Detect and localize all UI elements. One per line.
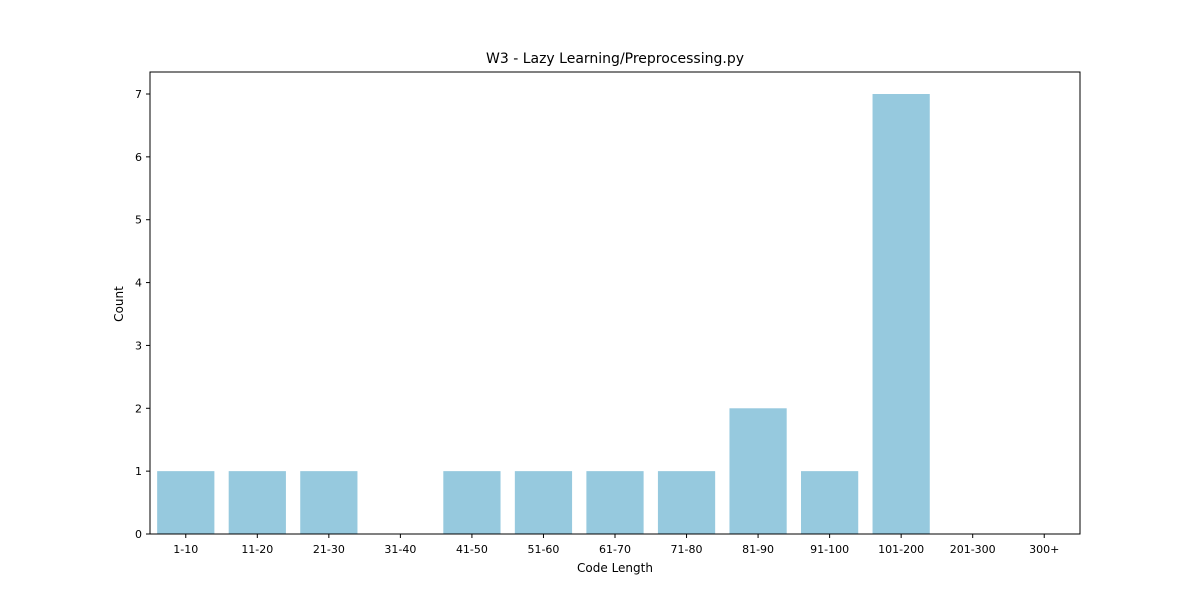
x-axis-label: Code Length — [577, 561, 653, 575]
y-axis-label: Count — [112, 286, 126, 322]
y-tick-label: 0 — [135, 528, 142, 541]
bar-81-90 — [729, 408, 787, 534]
chart-title: W3 - Lazy Learning/Preprocessing.py — [486, 51, 744, 67]
bars-group — [157, 94, 930, 534]
bar-71-80 — [657, 471, 716, 534]
x-tick-label: 21-30 — [313, 543, 345, 556]
y-tick-label: 2 — [135, 402, 142, 415]
x-tick-label: 31-40 — [384, 543, 416, 556]
y-axis-ticks: 0 1 2 3 4 5 6 7 — [135, 88, 150, 541]
bar-11-20 — [228, 471, 286, 534]
x-tick-label: 101-200 — [878, 543, 924, 556]
bar-21-30 — [300, 471, 358, 534]
x-tick-label: 300+ — [1029, 543, 1059, 556]
bar-101-200 — [872, 94, 930, 534]
x-tick-label: 51-60 — [527, 543, 559, 556]
x-axis-ticks: 1-10 11-20 21-30 31-40 41-50 51-60 61-70 71-80 8… — [173, 534, 1059, 556]
x-tick-label: 61-70 — [599, 543, 631, 556]
plot-area-frame — [149, 71, 1081, 535]
y-tick-label: 4 — [135, 277, 142, 290]
y-tick-label: 5 — [135, 214, 142, 227]
x-tick-label: 201-300 — [950, 543, 996, 556]
x-tick-label: 91-100 — [810, 543, 849, 556]
y-tick-label: 7 — [135, 88, 142, 101]
x-tick-label: 71-80 — [671, 543, 703, 556]
bar-61-70 — [586, 471, 644, 534]
x-tick-label: 1-10 — [173, 543, 198, 556]
bar-91-100 — [801, 471, 859, 534]
x-tick-label: 81-90 — [742, 543, 774, 556]
bar-1-10 — [157, 471, 215, 534]
y-tick-label: 6 — [135, 151, 142, 164]
bar-41-50 — [443, 471, 501, 534]
x-tick-label: 11-20 — [241, 543, 273, 556]
bar-51-60 — [514, 471, 573, 534]
y-tick-label: 3 — [135, 339, 142, 352]
y-tick-label: 1 — [135, 465, 142, 478]
x-tick-label: 41-50 — [456, 543, 488, 556]
